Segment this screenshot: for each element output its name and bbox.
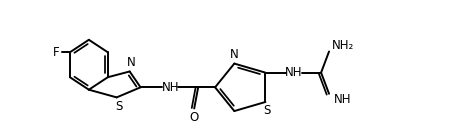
Text: NH: NH (284, 66, 302, 79)
Text: NH: NH (334, 93, 352, 106)
Text: S: S (115, 100, 122, 113)
Text: N: N (230, 48, 239, 61)
Text: NH₂: NH₂ (332, 39, 354, 52)
Text: O: O (190, 111, 199, 124)
Text: S: S (264, 104, 271, 117)
Text: N: N (127, 56, 136, 69)
Text: F: F (53, 46, 60, 59)
Text: NH: NH (162, 81, 179, 94)
